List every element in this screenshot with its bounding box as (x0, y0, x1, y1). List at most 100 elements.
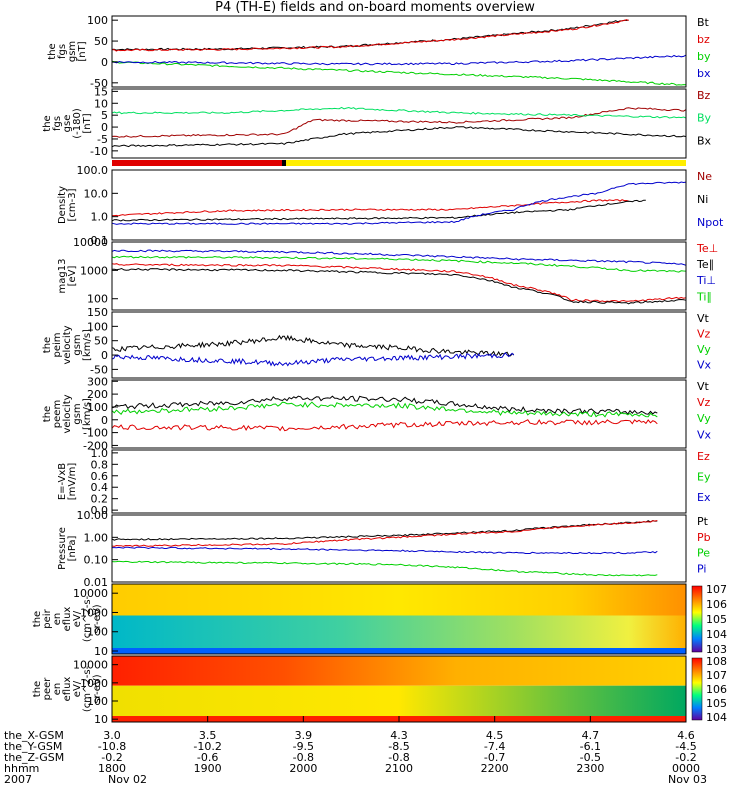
panel-frame (111, 583, 687, 655)
legend-entry: Vy (697, 343, 711, 356)
panel-frame (111, 311, 687, 379)
colorbar-label: 104 (706, 711, 727, 724)
panel-p6: the peem velocity gsm [km/s] (42, 379, 687, 449)
footer-value: 4.6 (677, 729, 695, 742)
series-line-Pe (111, 560, 658, 577)
y-axis-label: gse (62, 115, 73, 133)
colorbar (691, 585, 703, 653)
series-line-Pt (111, 520, 658, 541)
footer-value: 2100 (385, 762, 413, 775)
y-axis-label: eflux (62, 677, 73, 702)
legend-entry: Ti∥ (696, 290, 712, 303)
y-tick-label: 0.0 (91, 504, 109, 517)
y-axis-label: the (32, 681, 43, 697)
spectrogram-low-energy (112, 685, 686, 722)
colorbar-label: 106 (706, 598, 727, 611)
panel-frame (111, 379, 687, 449)
panel-p2: the fgs gse (-180) [nT] (42, 88, 687, 159)
series-line-Te⊥ (111, 263, 687, 303)
y-tick-label: 10.00 (77, 509, 109, 522)
y-tick-label: 1.0 (91, 211, 109, 224)
legend-entry: Pe (697, 547, 710, 560)
legend-entry: Bx (697, 134, 712, 147)
y-tick-label: 1.0 (91, 447, 109, 460)
y-tick-label: 1.00 (84, 531, 109, 544)
y-tick-label: 0.8 (91, 458, 109, 471)
footer-value: -0.8 (388, 751, 410, 764)
footer-value: 4.5 (485, 729, 504, 742)
panel-p1: the fgs gsm [nT] (47, 15, 687, 88)
panel-frame (111, 15, 687, 88)
legend-entry: Vy (697, 412, 711, 425)
footer-value: -0.8 (292, 751, 315, 764)
y-tick-label: 10 (94, 713, 108, 726)
y-tick-label: 300 (87, 375, 108, 388)
series-line-bz (111, 19, 629, 52)
legend-entry: Bt (697, 16, 710, 29)
y-tick-label: 1000 (80, 606, 108, 619)
y-axis-label: [nPa] (67, 535, 78, 561)
footer-row-label: the_X-GSM (4, 729, 64, 742)
colorbar-label: 104 (706, 628, 727, 641)
legend-entry: Ti⊥ (696, 274, 716, 287)
y-tick-label: -5 (97, 133, 108, 146)
y-axis-label: [km/s] (82, 329, 93, 361)
y-axis-label: (cm^2-s- (82, 665, 93, 712)
legend-entry: Vt (697, 380, 710, 393)
legend-entry: Vt (697, 312, 710, 325)
footer-value: 4.7 (581, 729, 600, 742)
y-axis-label: [eV] (67, 266, 78, 287)
y-axis-label: eV/ (72, 610, 83, 627)
y-tick-label: 100 (87, 293, 108, 306)
legend-entry: Ez (697, 450, 710, 463)
y-axis-label: [mV/m] (67, 463, 78, 501)
footer-value: -9.5 (292, 740, 315, 753)
colorbar-label: 103 (706, 643, 727, 656)
legend-entry: bz (697, 33, 710, 46)
y-tick-label: 15 (94, 85, 108, 98)
y-tick-label: -200 (83, 439, 108, 452)
legend-entry: Ne (697, 170, 712, 183)
y-axis-label: the (42, 115, 53, 131)
y-tick-label: 10 (94, 645, 108, 658)
footer-date: Nov 03 (668, 773, 707, 786)
footer-row-label: the_Y-GSM (4, 740, 63, 753)
footer-value: 3.0 (103, 729, 121, 742)
y-tick-label: 50 (94, 35, 108, 48)
y-tick-label: 10.0 (84, 187, 109, 200)
footer-value: 0000 (672, 762, 700, 775)
series-line-Npot (111, 181, 687, 225)
y-axis-label: the (32, 611, 43, 627)
y-tick-label: 10000 (73, 587, 108, 600)
y-axis-label: [km/s] (82, 398, 93, 430)
legend-entry: Pb (697, 531, 711, 544)
y-axis-label: peem (52, 400, 63, 428)
footer-value: 1800 (98, 762, 126, 775)
y-tick-label: 150 (87, 306, 108, 319)
y-tick-label: 1000 (80, 677, 108, 690)
footer-value: 2200 (480, 762, 509, 775)
y-axis-label: the (42, 406, 53, 422)
colorbar (691, 657, 703, 721)
legend-entry: Bz (697, 89, 711, 102)
footer-value: -0.7 (483, 751, 506, 764)
panel-p8: Pressure [nPa] (57, 514, 687, 583)
legend-entry: Ey (697, 470, 711, 483)
panel-frame (111, 241, 687, 311)
legend-entry: Npot (697, 216, 724, 229)
y-tick-label: 0 (101, 56, 108, 69)
footer-value: -10.2 (193, 740, 222, 753)
y-tick-label: 100.0 (77, 164, 109, 177)
y-axis-label: eV/ (72, 680, 83, 697)
series-line-Vy (111, 401, 658, 418)
series-line-Vx (111, 352, 515, 367)
y-tick-label: 0 (101, 121, 108, 134)
y-axis-label: fgs (52, 116, 63, 131)
legend-entry: Vx (697, 428, 712, 441)
colorbar-label: 105 (706, 697, 727, 710)
y-tick-label: 0 (101, 349, 108, 362)
legend-entry: By (697, 112, 712, 125)
y-tick-label: 10000 (73, 236, 108, 249)
panel-frame (111, 514, 687, 583)
